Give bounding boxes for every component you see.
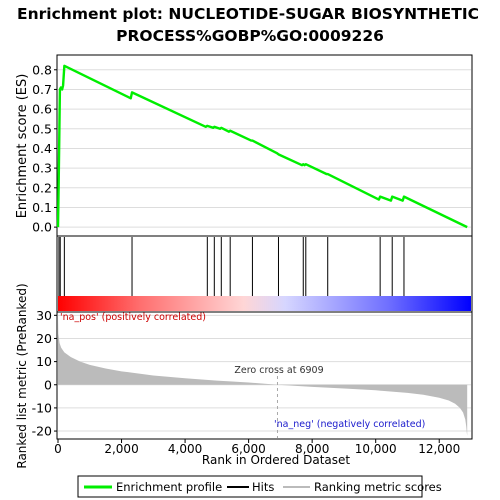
metric-x-tick-label: 10,000 [355,442,397,456]
metric-panel: Zero cross at 6909 'na_pos' (positively … [15,283,473,469]
chart-title-line-1: Enrichment plot: NUCLEOTIDE-SUGAR BIOSYN… [17,5,479,23]
es-y-tick-label: 0.3 [32,161,52,176]
metric-y-tick-label: 30 [36,308,52,323]
legend-label-enrichment-profile: Enrichment profile [116,480,222,494]
metric-x-tick-label: 0 [54,442,62,456]
ranking-metric-area [58,315,468,436]
metric-x-tick-label: 6,000 [231,442,265,456]
metric-x-axis-label: Rank in Ordered Dataset [202,453,350,467]
es-y-tick-label: 0.5 [32,121,52,136]
legend-frame [77,475,423,498]
metric-x-tick-label: 12,000 [418,442,460,456]
metric-x-tick-label: 2,000 [104,442,138,456]
legend-label-hits: Hits [252,480,274,494]
metric-x-tick-label: 4,000 [168,442,202,456]
metric-panel-frame [56,311,473,440]
negative-correlation-label: 'na_neg' (negatively correlated) [274,419,425,430]
positive-correlation-label: 'na_pos' (positively correlated) [60,312,206,323]
legend: Enrichment profile Hits Ranking metric s… [77,475,442,498]
es-y-tick-label: 0.1 [32,200,52,215]
metric-y-tick-label: -10 [32,400,52,415]
es-y-tick-label: 0.4 [32,141,52,156]
metric-y-tick-label: 10 [36,354,52,369]
metric-y-tick-label: 20 [36,331,52,346]
enrichment-profile-line [56,64,468,229]
legend-label-ranking-metric-scores: Ranking metric scores [314,480,442,494]
metric-x-tick-label: 8,000 [295,442,329,456]
es-grid [58,69,471,228]
metric-y-ticks: -20 -10 0 10 20 30 [32,308,57,439]
hits-panel [56,235,473,313]
es-y-ticks: 0.0 0.1 0.2 0.3 0.4 0.5 0.6 0.7 0.8 [32,62,57,235]
es-panel: 0.0 0.1 0.2 0.3 0.4 0.5 0.6 0.7 0.8 Enrichment s… [15,54,473,237]
metric-y-tick-label: 0 [44,377,52,392]
es-y-tick-label: 0.0 [32,220,52,235]
es-y-tick-label: 0.6 [32,102,52,117]
chart-title-line-2: PROCESS%GOBP%GO:0009226 [116,27,384,45]
metric-x-ticks: 0 2,000 4,000 6,000 8,000 10,000 12,000 [54,439,460,456]
zero-cross-label: Zero cross at 6909 [234,365,323,376]
es-y-tick-label: 0.2 [32,180,52,195]
es-y-axis-label: Enrichment score (ES) [15,74,30,219]
hit-lines [58,237,405,296]
metric-y-axis-label: Ranked list metric (PreRanked) [15,283,29,468]
metric-y-tick-label: -20 [32,424,52,439]
rank-color-bar [58,296,471,311]
es-y-tick-label: 0.8 [32,62,52,77]
es-y-tick-label: 0.7 [32,82,52,97]
